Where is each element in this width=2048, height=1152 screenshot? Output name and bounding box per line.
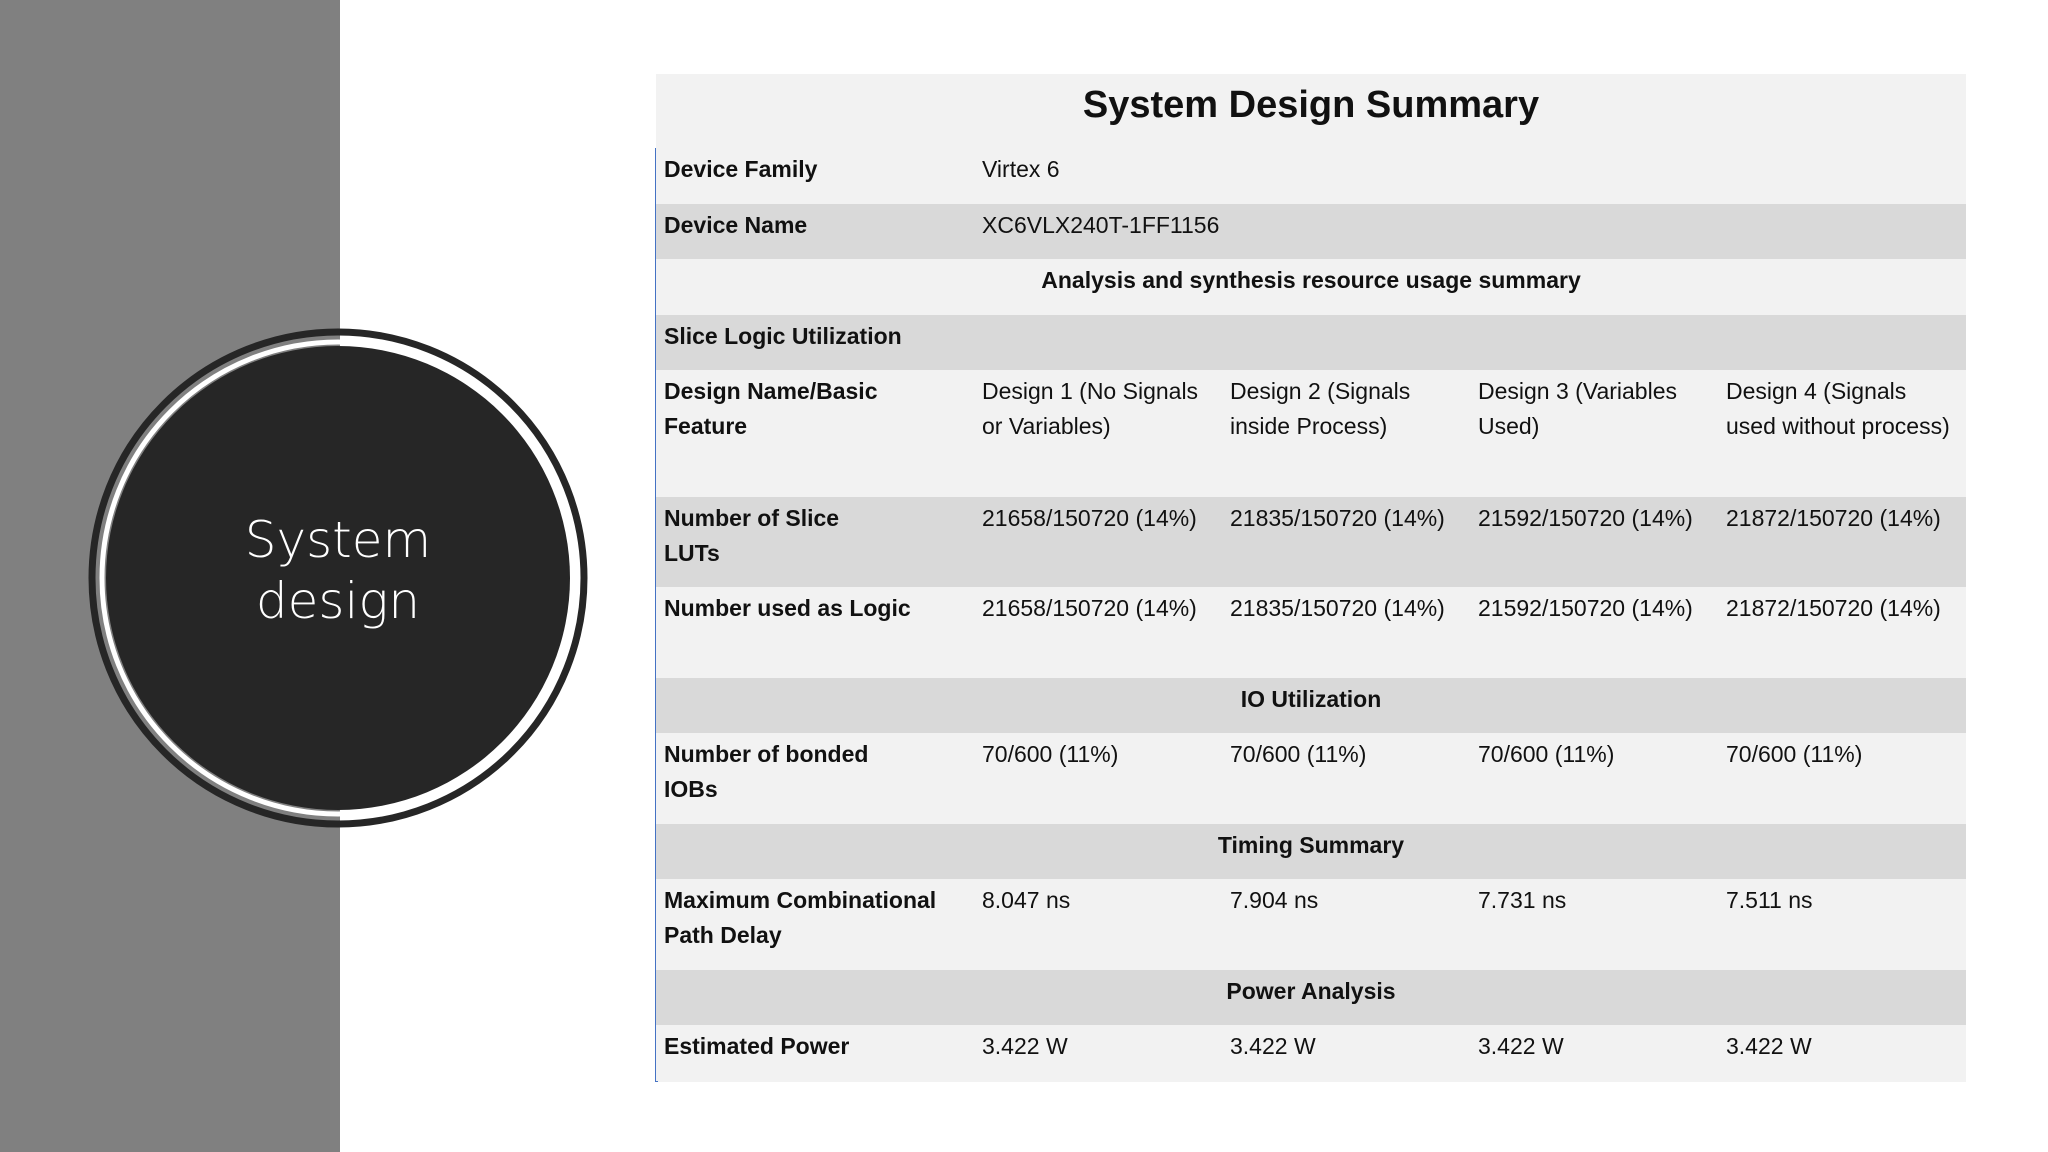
bonded-iobs-value-1: 70/600 (11%) — [974, 733, 1222, 824]
section-io: IO Utilization — [656, 678, 1966, 733]
row-power-section: Power Analysis — [656, 970, 1966, 1025]
used-logic-value-2: 21835/150720 (14%) — [1222, 587, 1470, 678]
table-title: System Design Summary — [1082, 84, 1540, 126]
summary-table: Device Family Virtex 6 Device Name XC6VL… — [656, 148, 1966, 1081]
row-timing-section: Timing Summary — [656, 824, 1966, 879]
est-power-value-2: 3.422 W — [1222, 1025, 1470, 1081]
max-delay-value-3: 7.731 ns — [1470, 879, 1718, 970]
est-power-label: Estimated Power — [656, 1025, 974, 1081]
slice-luts-value-3: 21592/150720 (14%) — [1470, 497, 1718, 587]
slide-title: System design — [244, 511, 432, 630]
max-delay-value-4: 7.511 ns — [1718, 879, 1966, 970]
slice-luts-label: Number of Slice LUTs — [656, 497, 974, 587]
row-slice-luts: Number of Slice LUTs 21658/150720 (14%) … — [656, 497, 1966, 587]
used-logic-value-1: 21658/150720 (14%) — [974, 587, 1222, 678]
row-bonded-iobs: Number of bonded IOBs 70/600 (11%) 70/60… — [656, 733, 1966, 824]
header-design-2: Design 2 (Signals inside Process) — [1222, 370, 1470, 497]
est-power-value-3: 3.422 W — [1470, 1025, 1718, 1081]
bonded-iobs-value-4: 70/600 (11%) — [1718, 733, 1966, 824]
est-power-value-1: 3.422 W — [974, 1025, 1222, 1081]
device-family-value: Virtex 6 — [974, 148, 1966, 204]
device-name-value: XC6VLX240T-1FF1156 — [974, 204, 1966, 259]
row-device-family: Device Family Virtex 6 — [656, 148, 1966, 204]
max-delay-label: Maximum Combinational Path Delay — [656, 879, 974, 970]
row-est-power: Estimated Power 3.422 W 3.422 W 3.422 W … — [656, 1025, 1966, 1081]
header-design-1: Design 1 (No Signals or Variables) — [974, 370, 1222, 497]
slice-luts-value-1: 21658/150720 (14%) — [974, 497, 1222, 587]
max-delay-value-2: 7.904 ns — [1222, 879, 1470, 970]
device-family-label: Device Family — [656, 148, 974, 204]
header-label: Design Name/Basic Feature — [656, 370, 974, 497]
row-device-name: Device Name XC6VLX240T-1FF1156 — [656, 204, 1966, 259]
slice-luts-value-2: 21835/150720 (14%) — [1222, 497, 1470, 587]
row-analysis-section: Analysis and synthesis resource usage su… — [656, 259, 1966, 315]
used-logic-label: Number used as Logic — [656, 587, 974, 678]
header-design-4: Design 4 (Signals used without process) — [1718, 370, 1966, 497]
device-name-label: Device Name — [656, 204, 974, 259]
max-delay-value-1: 8.047 ns — [974, 879, 1222, 970]
used-logic-value-3: 21592/150720 (14%) — [1470, 587, 1718, 678]
row-max-delay: Maximum Combinational Path Delay 8.047 n… — [656, 879, 1966, 970]
section-analysis: Analysis and synthesis resource usage su… — [656, 259, 1966, 315]
row-slice-logic: Slice Logic Utilization — [656, 315, 1966, 370]
circle-inner-ring — [99, 339, 577, 817]
est-power-value-4: 3.422 W — [1718, 1025, 1966, 1081]
circle-fill — [106, 346, 570, 810]
row-header: Design Name/Basic Feature Design 1 (No S… — [656, 370, 1966, 497]
section-power: Power Analysis — [656, 970, 1966, 1025]
used-logic-value-4: 21872/150720 (14%) — [1718, 587, 1966, 678]
slice-luts-value-4: 21872/150720 (14%) — [1718, 497, 1966, 587]
bonded-iobs-value-2: 70/600 (11%) — [1222, 733, 1470, 824]
section-timing: Timing Summary — [656, 824, 1966, 879]
circle-outer-ring — [88, 328, 588, 828]
row-used-logic: Number used as Logic 21658/150720 (14%) … — [656, 587, 1966, 678]
header-design-3: Design 3 (Variables Used) — [1470, 370, 1718, 497]
bonded-iobs-label: Number of bonded IOBs — [656, 733, 974, 824]
row-io-section: IO Utilization — [656, 678, 1966, 733]
title-circle — [88, 328, 588, 828]
slice-logic-label: Slice Logic Utilization — [656, 315, 1966, 370]
bonded-iobs-value-3: 70/600 (11%) — [1470, 733, 1718, 824]
